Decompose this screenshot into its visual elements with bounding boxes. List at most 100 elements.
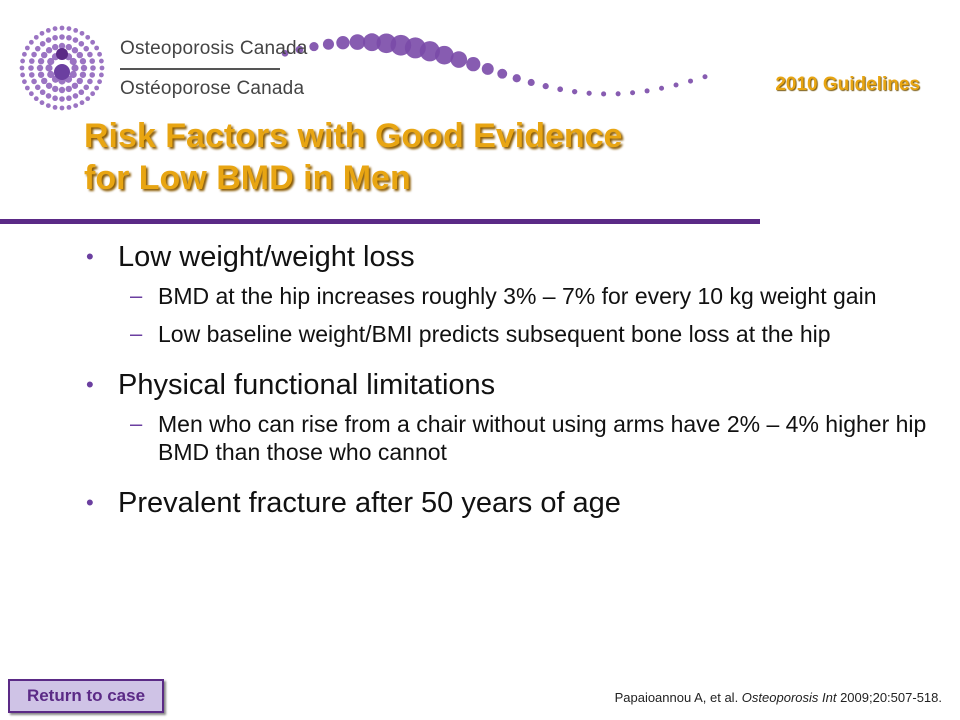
logo-dot <box>52 34 58 41</box>
logo-dot <box>90 65 96 71</box>
logo-dot <box>83 84 90 91</box>
logo-dot <box>99 65 105 71</box>
logo-dot <box>34 45 41 52</box>
logo-dot <box>28 72 35 78</box>
wave-dot <box>481 62 494 75</box>
logo-dot <box>45 64 53 72</box>
logo-dot <box>24 45 30 51</box>
logo-dot <box>41 77 48 85</box>
logo-dot <box>24 85 30 91</box>
wave-dot <box>557 86 564 93</box>
logo-dot <box>45 37 52 43</box>
wave-dot <box>322 38 334 50</box>
logo-dot <box>94 45 100 51</box>
logo-dot <box>59 96 65 102</box>
logo-dot <box>34 84 41 91</box>
osteoporosis-canada-logo-icon <box>19 25 105 111</box>
bullet-text: Physical functional limitations <box>118 369 496 401</box>
dash-icon: – <box>130 411 143 436</box>
logo-dot <box>72 37 79 43</box>
logo-dot <box>59 34 65 40</box>
citation-reference: 2009;20:507-518. <box>836 690 942 705</box>
wave-dot <box>702 74 708 80</box>
bullet-text: Prevalent fracture after 50 years of age <box>118 487 621 519</box>
wave-dot <box>644 88 650 94</box>
logo-dot <box>45 103 51 108</box>
org-name-french: Ostéoporose Canada <box>120 78 305 99</box>
logo-dot <box>87 78 93 85</box>
wave-dot <box>434 45 454 65</box>
citation: Papaioannou A, et al. Osteoporosis Int 2… <box>615 690 942 705</box>
guidelines-label: 2010 Guidelines <box>775 74 920 95</box>
slide-title-line-1: Risk Factors with Good Evidence <box>84 117 623 155</box>
logo-dot <box>37 58 45 65</box>
bullet-icon: • <box>86 490 94 515</box>
citation-authors: Papaioannou A, et al. <box>614 690 742 705</box>
sub-bullet-item: – BMD at the hip increases roughly 3% – … <box>86 282 946 310</box>
logo-dot <box>41 51 48 59</box>
logo-dot <box>98 58 104 64</box>
logo-dot <box>33 96 39 102</box>
logo-dot <box>58 86 66 94</box>
logo-dot <box>66 104 72 110</box>
logo-dot <box>73 28 79 33</box>
logo-dot <box>76 51 83 59</box>
logo-dot <box>45 28 51 33</box>
logo-dot <box>28 91 34 97</box>
logo-dot <box>65 43 72 51</box>
logo-dot <box>90 91 96 97</box>
logo-dot <box>47 70 55 79</box>
logo-dot <box>59 105 65 111</box>
wave-dot <box>512 74 521 83</box>
bullet-icon: • <box>86 244 94 269</box>
logo-dot <box>79 100 85 106</box>
wave-dot <box>688 78 694 84</box>
wave-dot <box>281 49 289 57</box>
logo-dot <box>71 47 79 54</box>
logo-dot <box>89 72 96 78</box>
logo-dot <box>79 58 87 65</box>
logo-dot <box>83 45 90 52</box>
dash-icon: – <box>130 321 143 346</box>
sub-bullet-text: Low baseline weight/BMI predicts subsequ… <box>158 321 831 347</box>
logo-dot <box>52 104 58 110</box>
logo-dot <box>52 85 59 93</box>
logo-dot <box>45 47 53 54</box>
logo-dot <box>73 103 79 108</box>
logo-dot <box>90 39 96 45</box>
wave-dot <box>601 91 607 97</box>
logo-graphic <box>19 25 708 111</box>
return-to-case-button[interactable]: Return to case <box>8 679 164 713</box>
logo-dot <box>37 71 45 78</box>
logo-dot <box>45 82 53 89</box>
wave-dot <box>419 41 440 62</box>
wave-dot <box>673 82 679 88</box>
logo-dot <box>52 43 59 51</box>
logo-dot <box>39 100 45 106</box>
logo-dot <box>59 25 65 31</box>
logo-dot <box>72 93 79 99</box>
header-logo-area: Osteoporosis Canada Ostéoporose Canada <box>0 0 730 135</box>
title-underline <box>0 219 760 224</box>
logo-dot <box>89 58 96 64</box>
bullet-text: Low weight/weight loss <box>118 241 415 273</box>
wave-dot <box>542 83 549 90</box>
logo-dot <box>71 82 79 89</box>
logo-dot <box>47 57 55 66</box>
wave-dot <box>295 45 304 54</box>
logo-dot <box>31 78 37 85</box>
logo-dot <box>78 40 85 47</box>
wave-dot <box>615 91 621 97</box>
logo-dot <box>39 40 46 47</box>
logo-dot <box>98 72 104 78</box>
citation-journal: Osteoporosis Int <box>741 690 837 705</box>
org-name-english: Osteoporosis Canada <box>120 38 308 59</box>
wave-dot <box>527 78 535 86</box>
org-name-divider <box>120 68 280 70</box>
logo-dot <box>28 39 34 45</box>
logo-dot <box>79 71 87 78</box>
logo-dot <box>28 65 34 71</box>
wave-dot <box>466 57 481 72</box>
dot-wave-decoration <box>281 33 708 97</box>
wave-dot <box>336 36 350 50</box>
